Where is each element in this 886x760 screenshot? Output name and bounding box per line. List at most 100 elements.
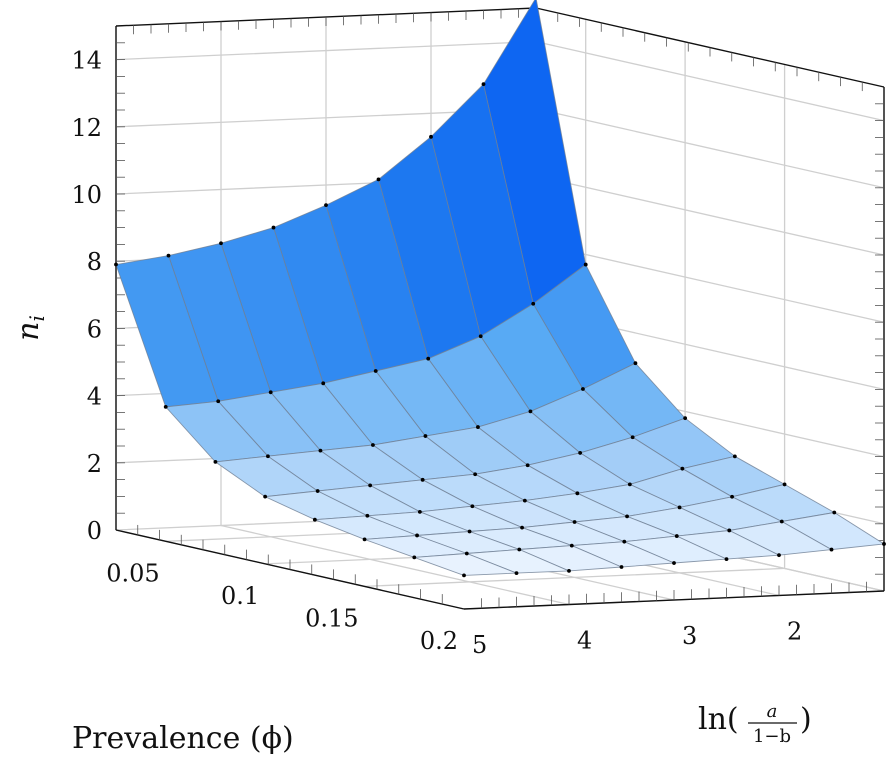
z-tick-label-3: 6 xyxy=(87,315,102,343)
data-point-4-8 xyxy=(312,517,317,522)
data-point-4-1 xyxy=(680,466,685,471)
data-point-7-3 xyxy=(724,557,729,562)
data-point-6-0 xyxy=(832,510,837,515)
data-point-3-3 xyxy=(525,463,530,468)
y-axis-title-numerator: a xyxy=(767,701,778,722)
data-point-2-7 xyxy=(266,454,270,459)
chart-frame-front xyxy=(115,524,885,610)
data-point-7-4 xyxy=(672,561,676,565)
data-point-6-5 xyxy=(569,543,574,548)
data-point-1-3 xyxy=(426,356,431,361)
y-axis-title-suffix: ) xyxy=(800,702,812,737)
y-tick-label-1: 2 xyxy=(787,618,802,646)
data-point-6-8 xyxy=(412,555,417,560)
data-point-0-1 xyxy=(481,82,486,87)
y-axis-title-denominator: 1−b xyxy=(753,726,791,747)
z-axis-title-main: n xyxy=(11,322,46,341)
data-point-3-1 xyxy=(630,435,635,440)
chart-surface xyxy=(114,0,886,578)
data-point-7-2 xyxy=(777,553,781,558)
x-tick-label-3: 0.2 xyxy=(420,627,458,655)
z-axis-title: ni xyxy=(11,315,49,341)
data-point-2-2 xyxy=(528,409,533,414)
data-point-2-5 xyxy=(371,443,375,447)
grid-line-x-2 xyxy=(364,64,786,588)
data-point-5-2 xyxy=(677,505,682,510)
data-point-2-4 xyxy=(423,434,428,438)
data-point-3-6 xyxy=(368,483,373,488)
y-tick-label-3: 4 xyxy=(577,627,592,655)
y-axis-title-prefix: ln( xyxy=(698,702,739,737)
data-point-5-6 xyxy=(467,529,472,534)
data-point-6-3 xyxy=(674,534,679,538)
data-point-2-8 xyxy=(213,459,218,464)
data-point-0-7 xyxy=(166,253,171,258)
data-point-3-0 xyxy=(683,416,688,421)
x-tick-label-0: 0.05 xyxy=(106,559,159,587)
data-point-7-7 xyxy=(514,571,519,576)
data-point-1-8 xyxy=(163,404,168,409)
data-point-1-1 xyxy=(531,301,536,306)
data-point-5-7 xyxy=(415,533,419,538)
z-tick-label-1: 2 xyxy=(87,450,102,478)
data-point-5-1 xyxy=(730,494,734,499)
data-point-1-0 xyxy=(583,262,588,267)
data-point-3-4 xyxy=(473,472,478,477)
data-point-0-3 xyxy=(376,177,381,182)
data-point-4-6 xyxy=(417,509,422,514)
z-tick-label-4: 8 xyxy=(87,248,102,276)
data-point-5-8 xyxy=(362,537,367,542)
data-point-0-2 xyxy=(429,134,433,139)
data-point-7-6 xyxy=(567,569,571,573)
data-point-3-7 xyxy=(315,489,320,493)
data-point-5-5 xyxy=(520,525,524,530)
data-point-0-6 xyxy=(219,241,223,246)
data-point-2-0 xyxy=(633,361,638,366)
data-point-6-2 xyxy=(727,528,732,533)
data-point-5-0 xyxy=(782,482,787,487)
data-point-4-0 xyxy=(732,454,737,459)
data-point-0-8 xyxy=(114,262,118,267)
data-point-4-2 xyxy=(627,482,632,487)
data-point-7-8 xyxy=(462,573,466,578)
x-tick-label-1: 0.1 xyxy=(221,582,259,610)
data-point-6-7 xyxy=(464,551,469,556)
data-point-2-1 xyxy=(581,387,585,391)
data-point-1-5 xyxy=(321,381,326,386)
data-point-2-6 xyxy=(318,448,323,453)
data-point-4-5 xyxy=(470,504,475,509)
grid-line-y-3 xyxy=(220,21,570,606)
data-point-4-3 xyxy=(575,491,580,496)
data-point-7-5 xyxy=(619,565,624,569)
y-tick-label-4: 5 xyxy=(472,631,487,659)
data-point-1-4 xyxy=(373,369,378,373)
data-point-5-3 xyxy=(625,514,629,519)
data-point-6-4 xyxy=(622,539,627,544)
data-point-3-5 xyxy=(420,477,425,482)
data-point-1-2 xyxy=(478,334,483,339)
z-tick-label-5: 10 xyxy=(71,181,102,209)
y-tick-label-2: 3 xyxy=(682,622,697,650)
data-point-2-3 xyxy=(476,425,480,429)
data-point-1-7 xyxy=(216,399,221,404)
data-point-4-4 xyxy=(522,498,527,503)
data-point-7-1 xyxy=(829,547,834,552)
data-point-3-2 xyxy=(578,451,583,455)
x-axis-title: Prevalence (ϕ) xyxy=(72,721,294,756)
data-point-6-1 xyxy=(779,519,784,524)
z-tick-label-2: 4 xyxy=(87,383,102,411)
z-tick-label-6: 12 xyxy=(71,114,102,142)
z-tick-label-0: 0 xyxy=(87,517,102,545)
data-point-6-6 xyxy=(517,547,522,552)
y-axis-title: ln( xyxy=(698,702,739,737)
data-point-7-0 xyxy=(882,542,886,546)
x-tick-label-2: 0.15 xyxy=(305,604,358,632)
z-tick-label-7: 14 xyxy=(71,47,102,75)
data-point-5-4 xyxy=(572,520,577,524)
data-point-3-8 xyxy=(263,494,268,499)
data-point-0-5 xyxy=(271,225,276,230)
data-point-0-4 xyxy=(324,203,328,208)
data-point-1-6 xyxy=(268,390,273,395)
